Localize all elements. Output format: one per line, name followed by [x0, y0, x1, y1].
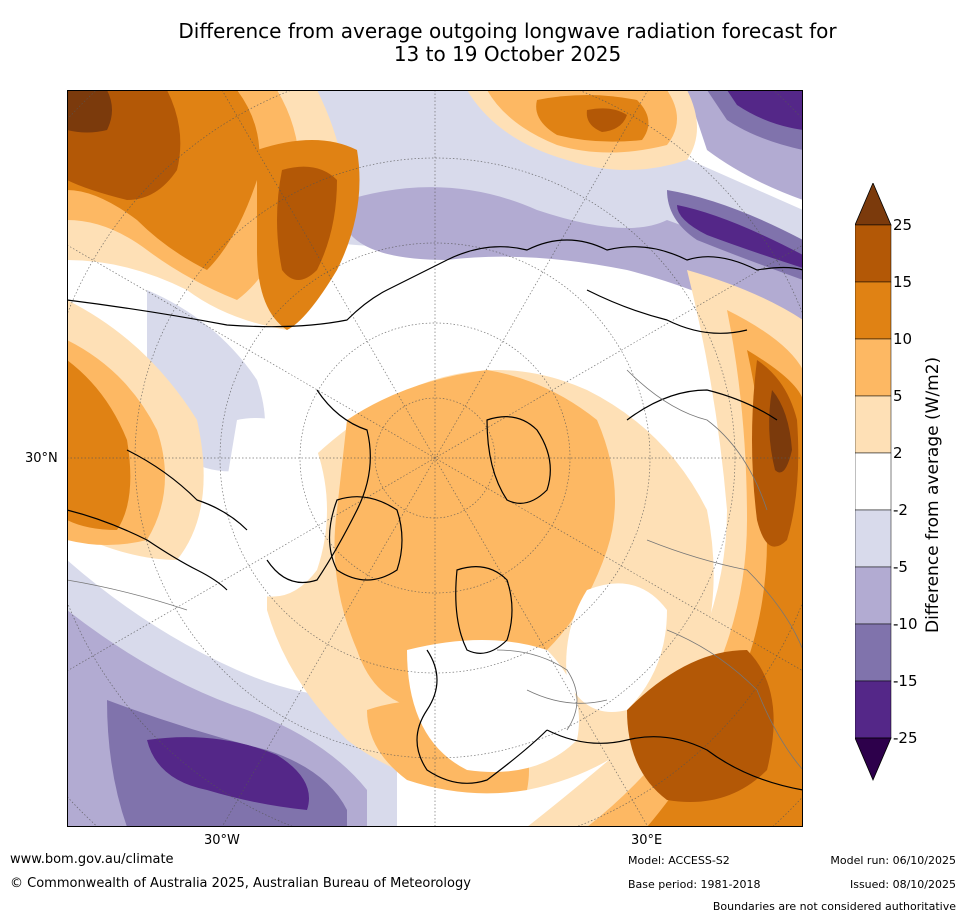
colorbar-band-15-25 — [855, 224, 892, 283]
colorbar-tick-label: 5 — [893, 387, 903, 405]
colorbar-band-5-10 — [855, 338, 892, 397]
colorbar-tick-label: 25 — [893, 216, 913, 234]
neutral-region-eurasia — [566, 583, 667, 712]
colorbar-band-2-5 — [855, 395, 892, 454]
colorbar-tick-label: -25 — [893, 729, 918, 747]
longitude-label-30e: 30°E — [631, 833, 663, 848]
website-link[interactable]: www.bom.gov.au/climate — [10, 852, 174, 867]
coastlines — [67, 239, 803, 791]
colorbar-tick-label: -5 — [893, 558, 908, 576]
title-line-1: Difference from average outgoing longwav… — [178, 19, 837, 43]
colorbar-tick-label: -15 — [893, 672, 918, 690]
latitude-label-30n: 30°N — [25, 451, 58, 466]
colorbar-tick-label: -10 — [893, 615, 918, 633]
colorbar-under-arrow — [855, 737, 892, 782]
title-line-2: 13 to 19 October 2025 — [393, 42, 622, 66]
country-borders — [67, 369, 803, 771]
longitude-label-30w: 30°W — [204, 833, 240, 848]
graticule — [67, 90, 803, 827]
colorbar-title: Difference from average (W/m2) — [923, 356, 943, 633]
colorbar-band-10-15 — [855, 281, 892, 340]
anomaly-region-pos-very-strong-n — [586, 108, 627, 132]
colorbar-tick-label: 2 — [893, 444, 903, 462]
anomaly-region-pos-very-strong-se — [627, 650, 774, 802]
anomaly-region-neg-mid-ne — [347, 187, 803, 340]
polar-stereographic-map — [67, 90, 803, 827]
colorbar-tick-label: 15 — [893, 273, 913, 291]
copyright-text: © Commonwealth of Australia 2025, Austra… — [10, 876, 471, 891]
colorbar-band-m5-m10 — [855, 566, 892, 625]
colorbar-band-m2-m5 — [855, 509, 892, 568]
anomaly-region-pos-moderate-central — [334, 370, 615, 710]
colorbar: 25 15 10 5 2 -2 -5 -10 -15 -25 — [855, 183, 965, 783]
colorbar-band-m15-m25 — [855, 680, 892, 739]
anomaly-region-neg-extreme-n — [727, 90, 803, 130]
colorbar-tick-label: 10 — [893, 330, 913, 348]
anomaly-region-pos-very-strong-nw2 — [277, 166, 337, 280]
anomaly-region-pos-strong-w — [67, 360, 131, 530]
colorbar-band-m10-m15 — [855, 623, 892, 682]
model-name: Model: ACCESS-S2 — [628, 854, 730, 867]
chart-title: Difference from average outgoing longwav… — [60, 20, 955, 66]
anomaly-region-neg-extreme-ne — [677, 205, 803, 268]
anomaly-region-pos-extreme-nw — [67, 90, 112, 133]
colorbar-tick-label: -2 — [893, 501, 908, 519]
issued-date: Issued: 08/10/2025 — [849, 878, 956, 891]
colorbar-band-neutral — [855, 452, 892, 511]
boundaries-disclaimer: Boundaries are not considered authoritat… — [712, 900, 956, 913]
neutral-region-greenland — [224, 418, 327, 597]
anomaly-region-pos-extreme-e — [769, 390, 792, 473]
model-run-date: Model run: 06/10/2025 — [830, 854, 956, 867]
base-period: Base period: 1981-2018 — [628, 878, 761, 891]
neutral-region-europe — [407, 640, 579, 772]
colorbar-over-arrow — [855, 183, 892, 226]
anomaly-region-neg-extreme-sw — [147, 737, 309, 810]
